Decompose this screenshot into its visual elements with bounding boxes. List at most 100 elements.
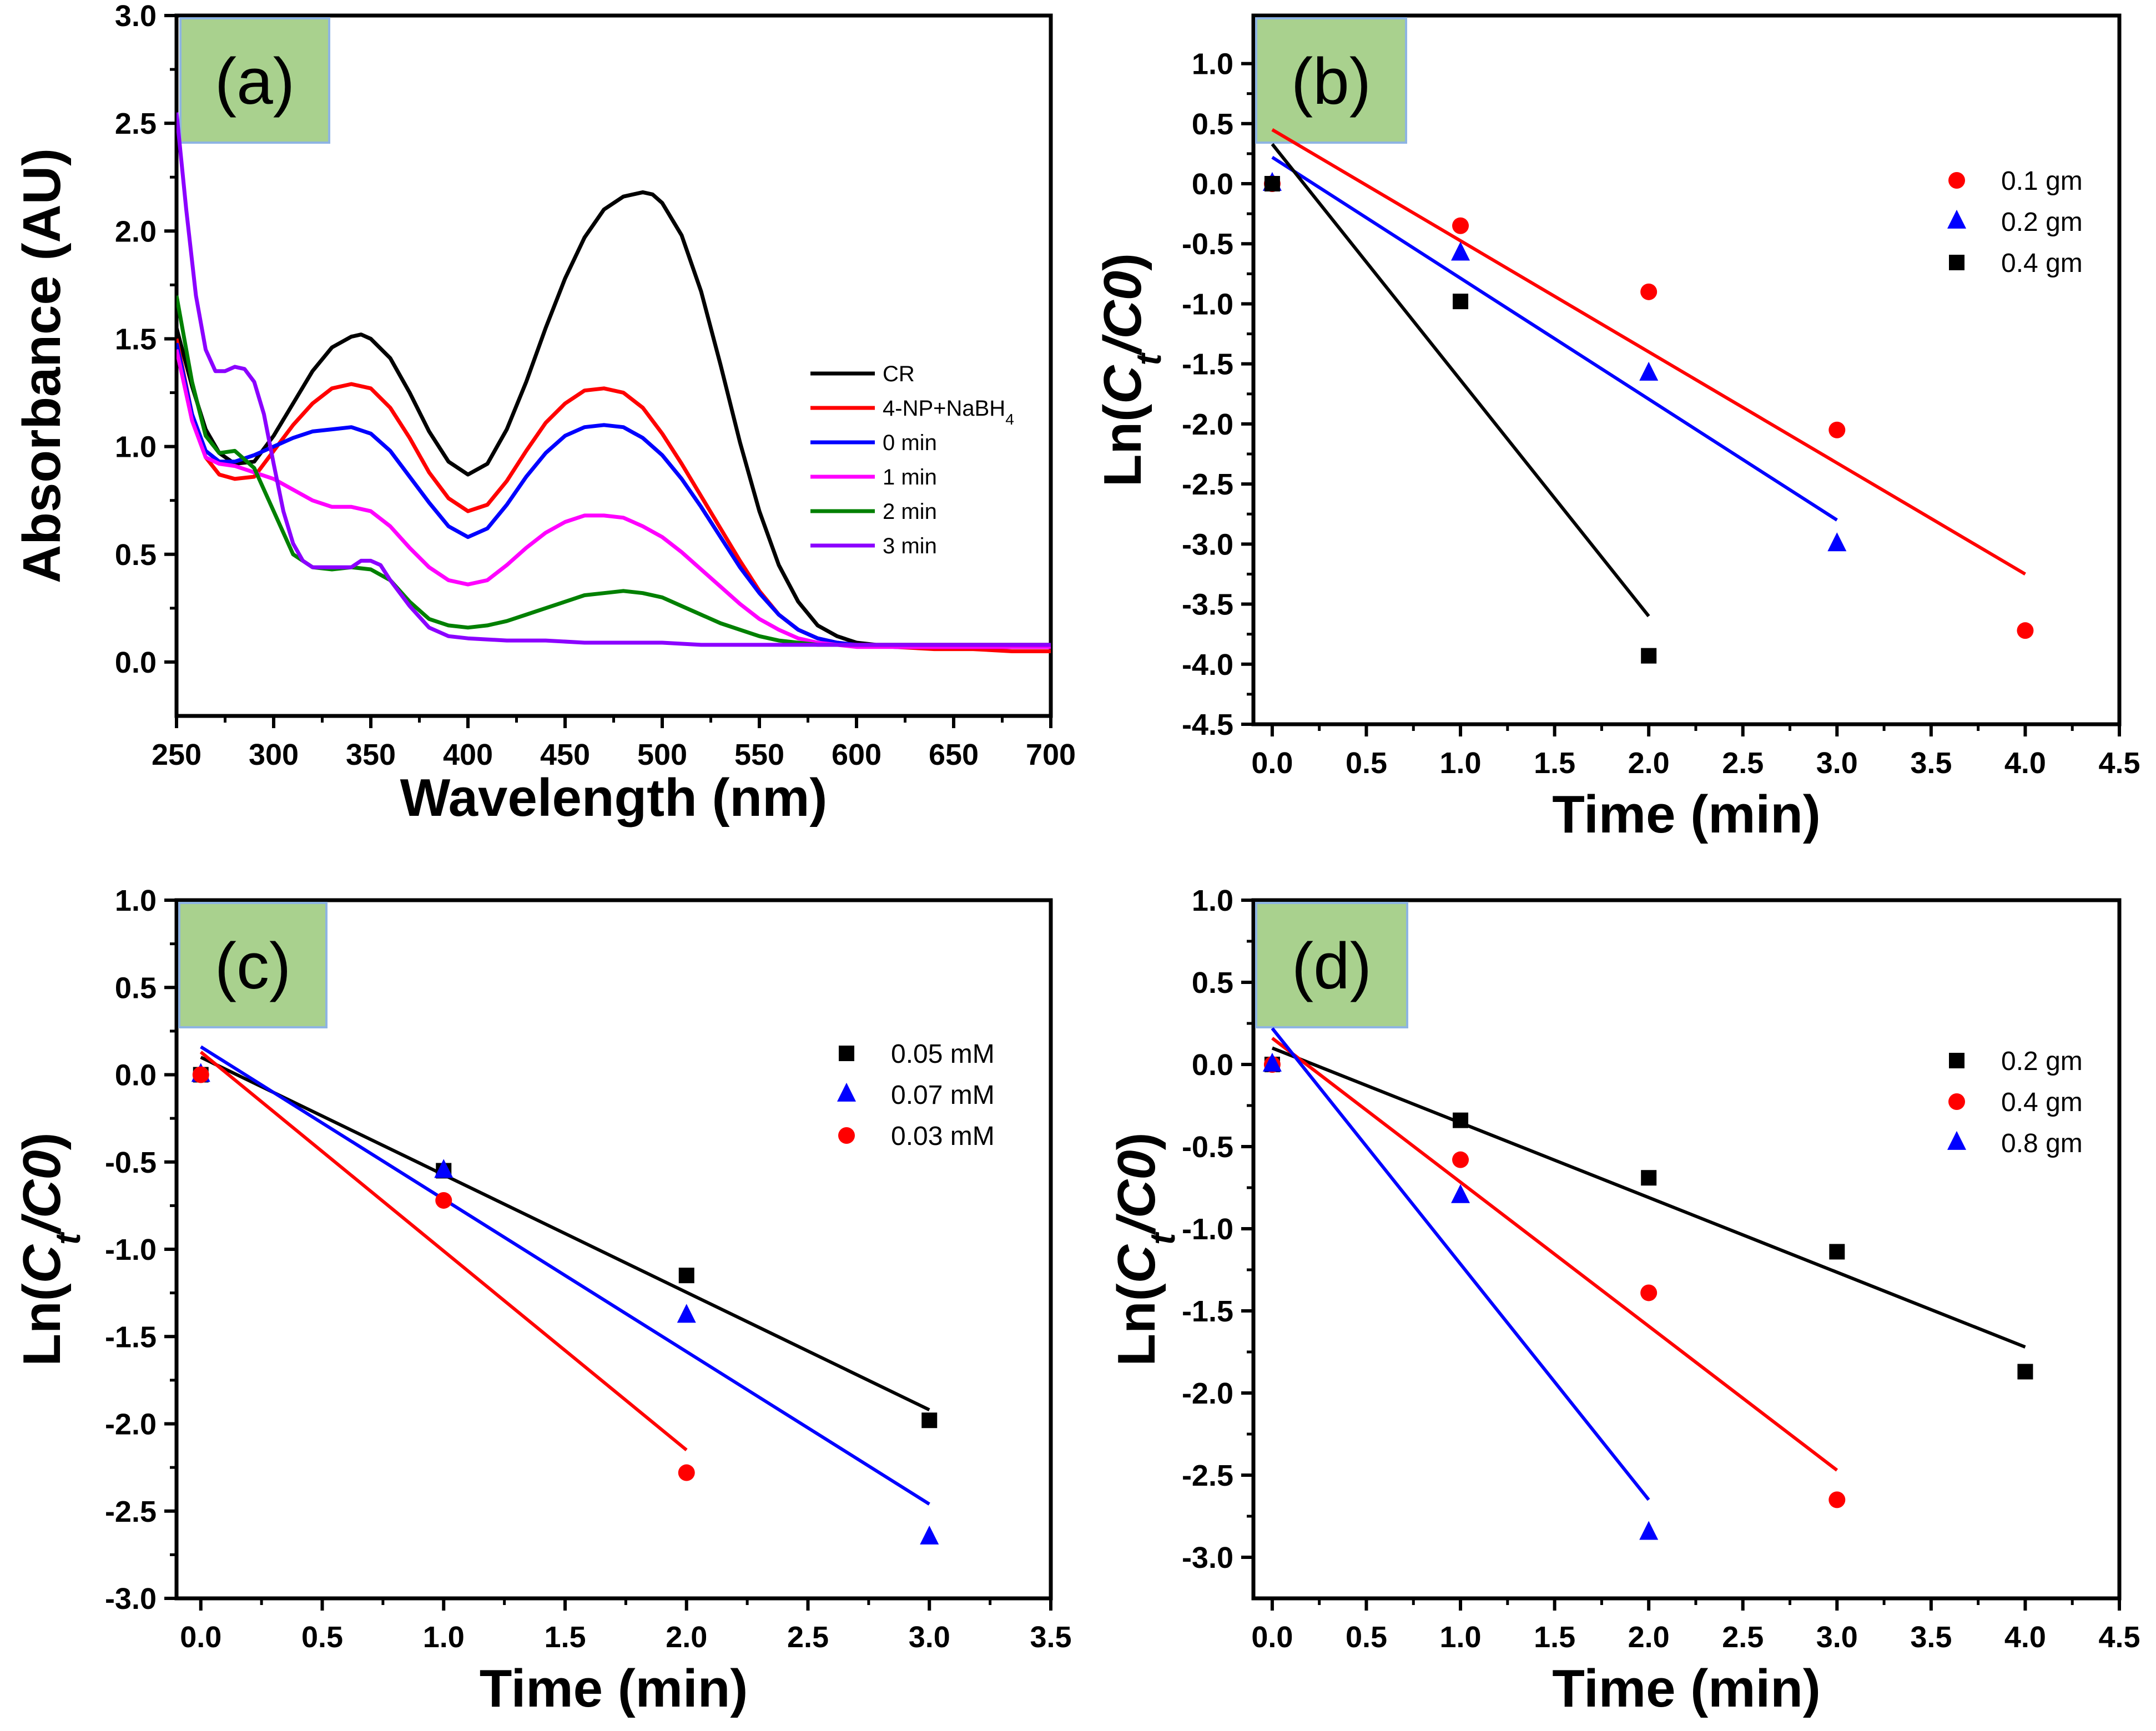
x-tick-label: 1.5 (1534, 1621, 1575, 1654)
data-layer (191, 1045, 939, 1545)
data-point-0-4 (2017, 1364, 2033, 1380)
data-point-1-3 (1827, 532, 1847, 552)
x-tick-label: 450 (540, 738, 590, 771)
y-axis-title: Ln(Ct/C0) (1107, 1132, 1182, 1366)
y-axis-title-part: C0 (1107, 1150, 1166, 1218)
legend-label-text: CR (883, 362, 915, 386)
x-tick-label: 0.5 (1346, 1621, 1387, 1654)
legend-label: 1 min (883, 465, 937, 489)
legend-label-text: 2 min (883, 499, 937, 524)
y-axis-title-part: C (1107, 1244, 1166, 1283)
legend-label: 0.05 mM (891, 1039, 995, 1069)
legend-marker (839, 1046, 854, 1061)
x-tick-label: 3.5 (1910, 1621, 1952, 1654)
x-tick-label: 2.5 (1722, 1621, 1764, 1654)
fit-line-2 (1271, 1027, 1650, 1501)
x-tick-label: 3.5 (1030, 1621, 1071, 1654)
x-tick-label: 2.5 (1722, 746, 1764, 780)
x-tick-label: 700 (1026, 738, 1076, 771)
y-tick-label: -1.0 (1182, 287, 1233, 321)
legend-label-subscript: 4 (1005, 411, 1014, 428)
data-layer (1262, 128, 2034, 664)
y-axis-title: Absorbance (AU) (12, 148, 72, 583)
y-axis-title: Ln(Ct/C0) (12, 1132, 88, 1366)
x-axis-title: Time (min) (1552, 785, 1821, 844)
legend-label-text: 4-NP+NaBH (883, 396, 1005, 421)
fit-line-0 (1271, 128, 2026, 576)
legend-label: 0.2 gm (2001, 1047, 2083, 1076)
y-tick-label: -0.5 (1182, 228, 1233, 261)
x-tick-label: 0.5 (1346, 746, 1387, 780)
panel-label: (d) (1292, 930, 1372, 1003)
data-point-1-2 (677, 1304, 696, 1323)
y-tick-label: 0.0 (115, 646, 157, 679)
y-tick-label: 2.5 (115, 107, 157, 140)
data-point-1-1 (1451, 241, 1470, 261)
y-tick-label: 1.0 (115, 884, 157, 917)
panel-label: (a) (215, 45, 295, 118)
x-tick-label: 1.0 (1440, 1621, 1482, 1654)
data-point-1-2 (1640, 1284, 1658, 1301)
x-tick-label: 1.5 (1534, 746, 1575, 780)
y-tick-label: -0.5 (1182, 1131, 1233, 1164)
y-tick-label: -3.0 (1182, 528, 1233, 561)
x-tick-label: 4.5 (2098, 746, 2140, 780)
y-axis-title-part: Ln( (12, 1283, 72, 1366)
x-tick-label: 3.5 (1910, 746, 1952, 780)
series-line-0 (177, 190, 1051, 647)
legend-label-text: 3 min (883, 534, 937, 558)
panel-d: 0.0 0.5 1.0 1.5 2.0 2.5 3.0 3.5 4.0 4.5 1.0 0.5 0.0 -… (1107, 884, 2140, 1718)
y-axis-title-part: t (1142, 1232, 1182, 1245)
data-layer (177, 112, 1051, 653)
y-tick-label: -2.5 (105, 1495, 157, 1528)
x-tick-label: 1.5 (544, 1621, 586, 1654)
plot-frame (1251, 13, 2122, 726)
y-tick-label: -0.5 (105, 1146, 157, 1179)
y-tick-label: 1.0 (1192, 884, 1233, 917)
panel-label: (b) (1291, 45, 1371, 118)
legend-marker (1948, 172, 1965, 189)
data-point-0-2 (1640, 283, 1658, 300)
series-line-2 (177, 342, 1051, 649)
fit-line-1 (1271, 155, 1838, 522)
x-tick-label: 1.0 (423, 1621, 465, 1654)
x-tick-label: 0.0 (180, 1621, 221, 1654)
legend-label: CR (883, 362, 915, 386)
legend-label: 0.2 gm (2001, 208, 2083, 237)
data-point-1-2 (1639, 361, 1659, 381)
legend-marker (1948, 1093, 1965, 1110)
series-line-3 (177, 349, 1051, 649)
y-tick-label: 0.5 (1192, 108, 1233, 141)
legend-label-text: 0 min (883, 431, 937, 455)
data-point-1-1 (1452, 1151, 1469, 1168)
y-axis-title-part: C (12, 1244, 72, 1283)
y-tick-label: 1.0 (1192, 48, 1233, 81)
series-line-1 (177, 338, 1051, 653)
y-axis-title: Ln(Ct/C0) (1093, 253, 1168, 487)
x-tick-label: 2.0 (666, 1621, 707, 1654)
y-axis-title-part: ) (12, 1132, 72, 1150)
y-tick-label: -3.0 (105, 1582, 157, 1616)
y-tick-label: 3.0 (115, 0, 157, 33)
x-axis-title: Wavelength (nm) (400, 768, 828, 827)
y-tick-label: -2.0 (1182, 408, 1233, 441)
y-axis-title-part: C0 (1093, 271, 1152, 339)
legend-label: 0.07 mM (891, 1081, 995, 1110)
panel-label-box (178, 902, 328, 1028)
legend-marker (838, 1127, 855, 1144)
legend-marker (1947, 1131, 1966, 1150)
x-tick-label: 2.0 (1628, 1621, 1670, 1654)
y-tick-label: -4.0 (1182, 648, 1233, 682)
y-axis-title-part: ) (1093, 253, 1152, 271)
data-point-0-3 (921, 1412, 938, 1429)
fit-line-2 (199, 1051, 688, 1451)
x-tick-label: 550 (734, 738, 784, 771)
y-tick-label: 2.0 (115, 215, 157, 248)
x-tick-label: 0.0 (1251, 746, 1293, 780)
fit-line-2 (1271, 143, 1650, 618)
x-tick-label: 2.5 (787, 1621, 829, 1654)
data-point-0-3 (1829, 1244, 1845, 1260)
legend-marker (1947, 209, 1966, 229)
data-layer (1262, 1027, 2033, 1540)
